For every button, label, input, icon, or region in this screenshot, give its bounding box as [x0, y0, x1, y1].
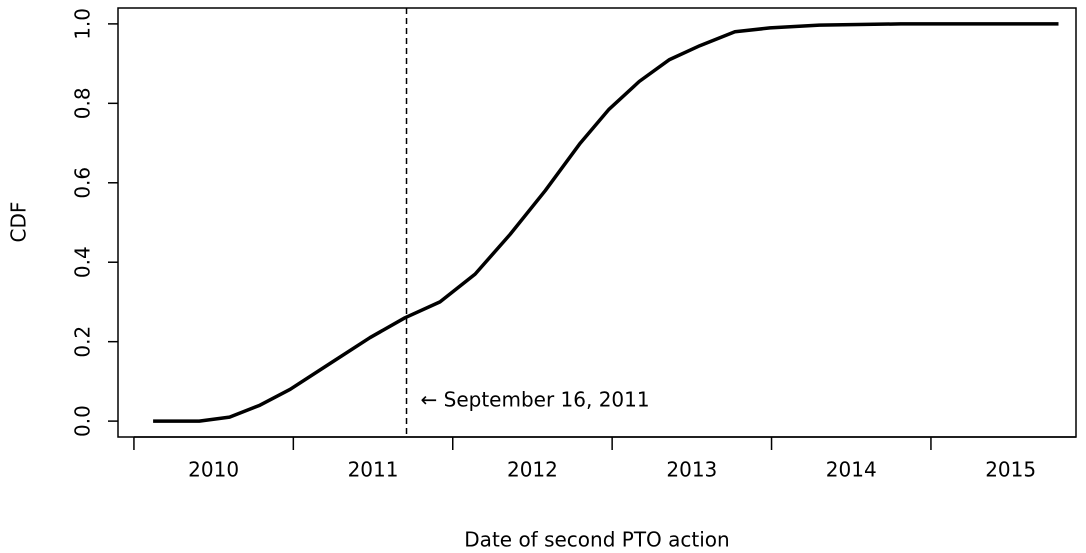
- x-tick-label: 2011: [348, 458, 399, 482]
- plot-box: [117, 7, 1077, 438]
- y-tick-label: 0.0: [71, 405, 95, 437]
- x-axis-label: Date of second PTO action: [464, 528, 729, 552]
- y-tick-label: 1.0: [71, 8, 95, 40]
- cdf-line: [153, 22, 1059, 423]
- y-tick-label: 0.6: [71, 167, 95, 199]
- x-tick-label: 2012: [507, 458, 558, 482]
- x-tick-label: 2014: [826, 458, 877, 482]
- annotation-text: ← September 16, 2011: [421, 388, 650, 412]
- y-tick-label: 0.8: [71, 87, 95, 119]
- y-tick-label: 0.4: [71, 246, 95, 278]
- x-tick-label: 2013: [666, 458, 717, 482]
- y-axis-label: CDF: [7, 202, 31, 243]
- x-tick-label: 2015: [985, 458, 1036, 482]
- x-tick-label: 2010: [188, 458, 239, 482]
- y-tick-label: 0.2: [71, 326, 95, 358]
